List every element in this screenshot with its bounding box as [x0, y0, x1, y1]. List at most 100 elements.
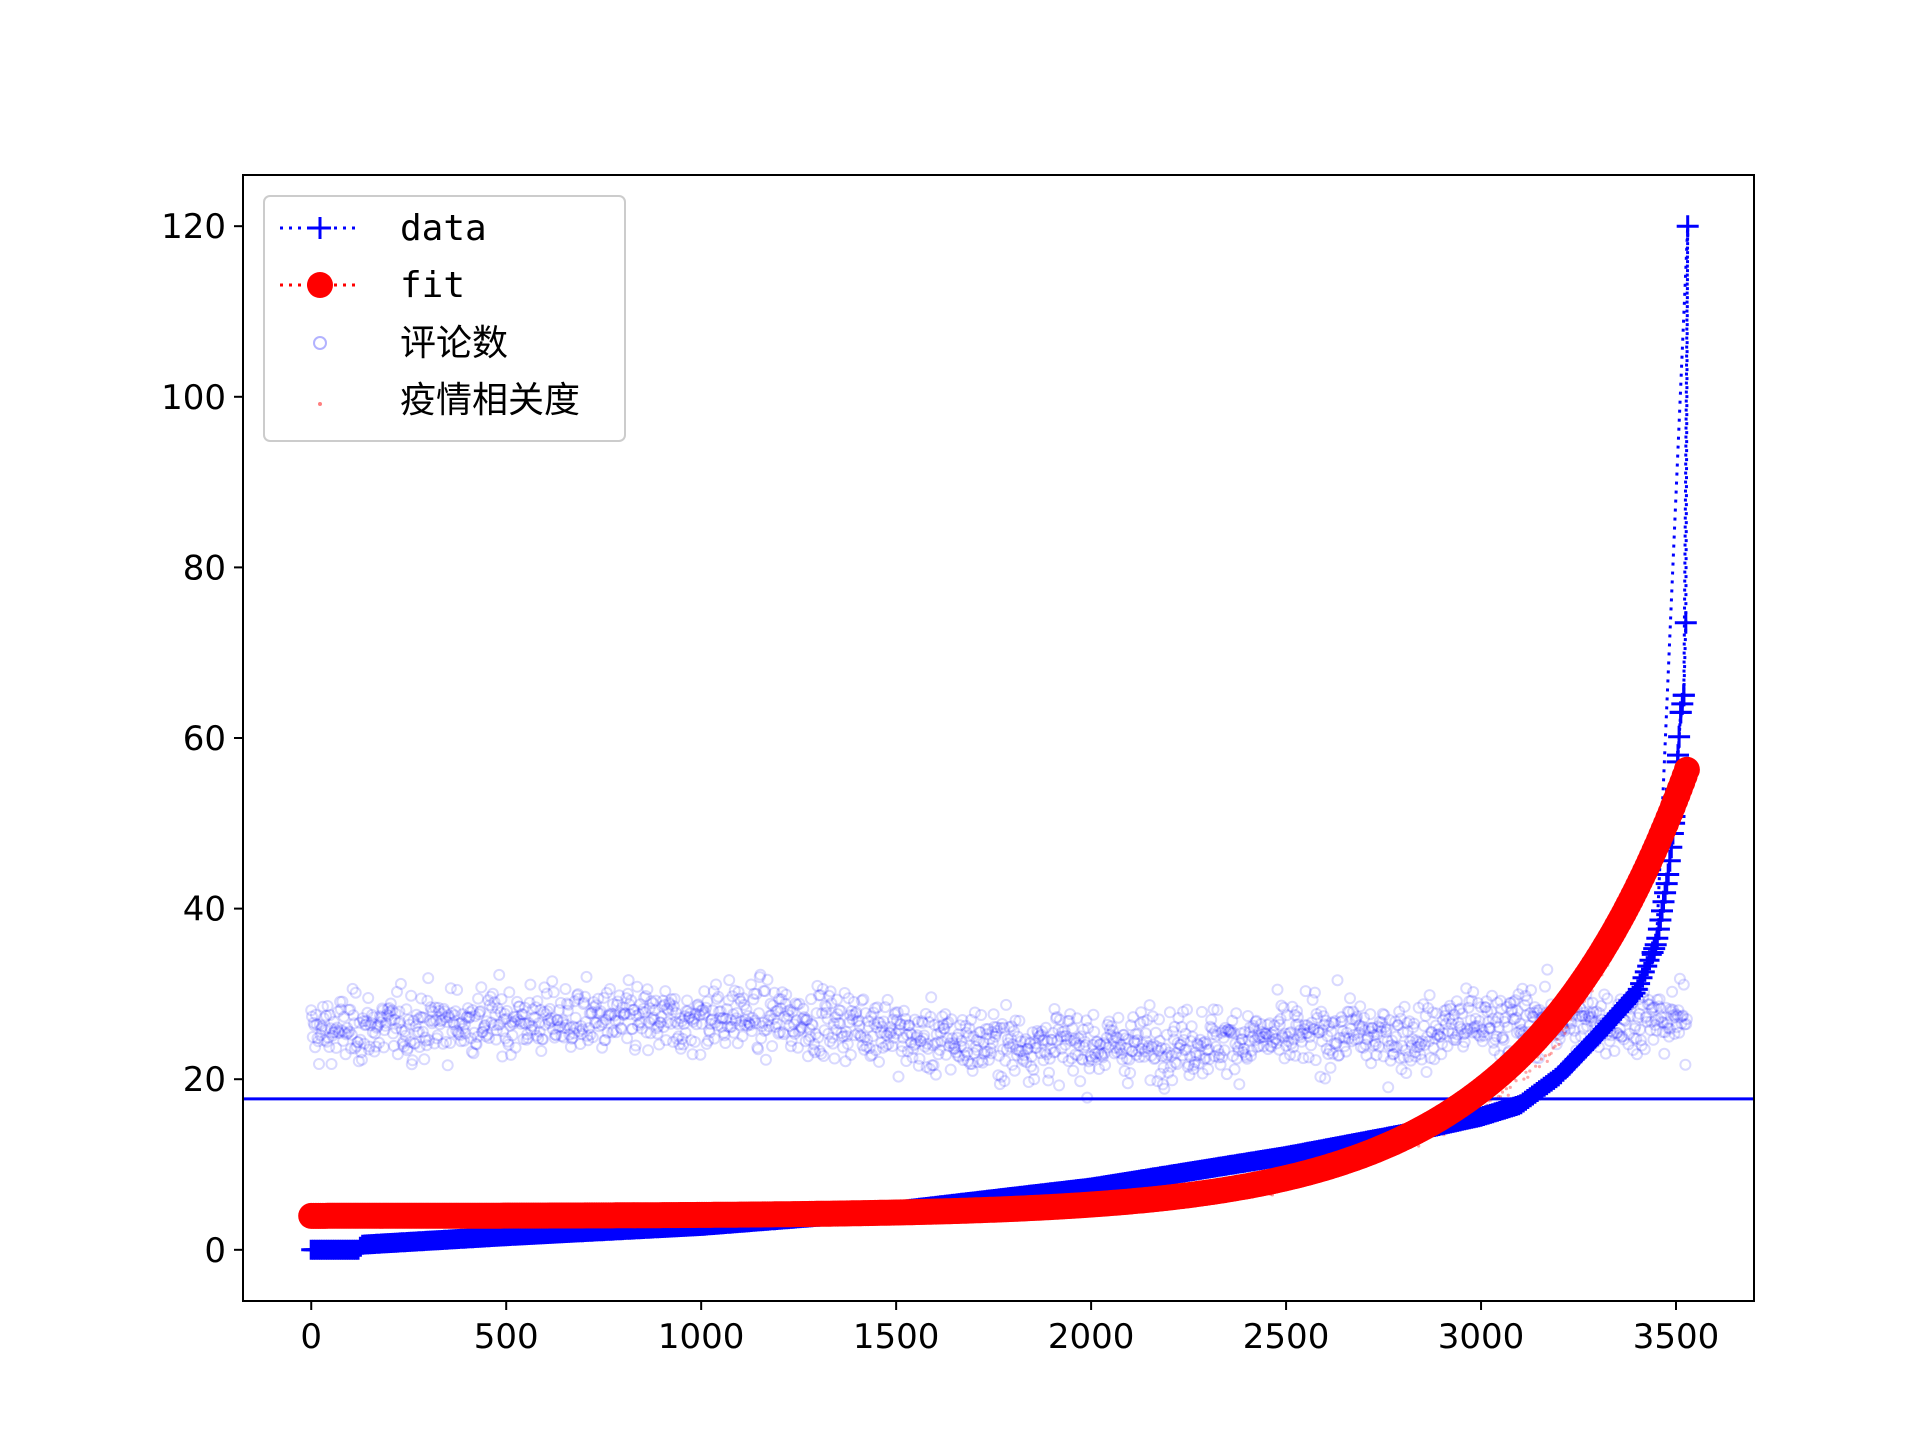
comments-point — [412, 1025, 425, 1038]
comments-point — [1475, 1023, 1488, 1036]
comments-point — [1433, 1030, 1446, 1043]
comments-point — [684, 1007, 697, 1020]
comments-point — [467, 1047, 480, 1060]
comments-point — [416, 1025, 429, 1038]
comments-point — [801, 1013, 814, 1026]
comments-point — [1297, 1052, 1310, 1065]
comments-point — [345, 1042, 357, 1055]
comments-point — [1098, 1047, 1111, 1060]
relevance-point — [1514, 1079, 1518, 1083]
comments-point — [1528, 1001, 1541, 1014]
comments-point — [423, 1014, 436, 1027]
comments-point — [1332, 1049, 1345, 1062]
comments-point — [628, 1043, 641, 1056]
comments-point — [1268, 1019, 1281, 1032]
comments-point — [1342, 1032, 1355, 1045]
comments-point — [1526, 1010, 1539, 1023]
comments-point — [561, 997, 573, 1010]
comments-point — [1516, 982, 1529, 995]
comments-point — [437, 1037, 449, 1050]
comments-point — [1177, 1005, 1190, 1018]
comments-point — [679, 1026, 692, 1039]
comments-point — [1302, 1051, 1315, 1064]
comments-point — [1196, 1067, 1209, 1080]
comments-point — [1615, 1031, 1628, 1043]
comments-point — [438, 1005, 451, 1018]
comments-point — [892, 1070, 905, 1083]
x-tick-label: 3000 — [1438, 1317, 1525, 1357]
comments-point — [1528, 1006, 1541, 1019]
comments-point — [605, 1007, 618, 1020]
comments-point — [874, 1026, 887, 1039]
comments-point — [1668, 1027, 1681, 1040]
comments-point — [1296, 1027, 1309, 1040]
comments-point — [717, 1011, 729, 1024]
comments-point — [483, 1032, 495, 1044]
comments-point — [1058, 1025, 1071, 1038]
comments-point — [1541, 963, 1554, 976]
comments-point — [971, 1044, 984, 1056]
comments-point — [347, 1009, 360, 1022]
comments-point — [401, 1044, 414, 1057]
comments-point — [688, 1012, 701, 1025]
comments-point — [542, 1013, 555, 1026]
comments-point — [1011, 1030, 1024, 1043]
comments-point — [1040, 1048, 1053, 1061]
comments-point — [753, 971, 766, 984]
comments-point — [1089, 1051, 1102, 1064]
comments-point — [982, 1053, 995, 1066]
comments-point — [1474, 1030, 1487, 1043]
comments-point — [471, 1030, 484, 1043]
comments-point — [1340, 1045, 1353, 1058]
comments-point — [1380, 1023, 1393, 1036]
comments-point — [511, 1013, 524, 1026]
comments-point — [480, 1015, 493, 1028]
comments-point — [651, 1027, 664, 1040]
comments-point — [451, 983, 464, 996]
comments-point — [568, 995, 581, 1008]
comments-point — [502, 1038, 515, 1051]
relevance-point — [1557, 1042, 1561, 1047]
comments-point — [1238, 1026, 1251, 1038]
comments-point — [339, 1048, 352, 1061]
comments-point — [762, 1014, 775, 1027]
comments-point — [1028, 1073, 1041, 1086]
comments-point — [967, 1030, 980, 1043]
comments-point — [887, 1031, 900, 1044]
comments-point — [310, 1018, 323, 1031]
comments-point — [1501, 1021, 1514, 1034]
comments-point — [601, 1026, 614, 1039]
comments-point — [1097, 1037, 1110, 1050]
comments-point — [1291, 1011, 1304, 1024]
comments-point — [1345, 1035, 1358, 1048]
comments-point — [452, 1028, 465, 1041]
comments-point — [1319, 1072, 1332, 1085]
comments-point — [355, 1046, 368, 1059]
data-marker — [1652, 890, 1675, 913]
comments-point — [597, 991, 610, 1004]
comments-point — [1448, 1008, 1461, 1021]
comments-point — [796, 1012, 809, 1025]
comments-point — [1245, 1044, 1258, 1057]
comments-point — [1287, 1041, 1300, 1054]
comments-point — [409, 1037, 421, 1050]
comments-point — [689, 1007, 702, 1020]
comments-point — [764, 997, 777, 1010]
comments-point — [405, 989, 418, 1002]
comments-point — [758, 1024, 771, 1037]
comments-point — [514, 1015, 527, 1028]
comments-point — [691, 999, 704, 1012]
comments-point — [1627, 1032, 1640, 1045]
comments-point — [455, 1016, 468, 1029]
comments-point — [704, 1018, 717, 1030]
comments-point — [1610, 1026, 1623, 1039]
comments-point — [1631, 1011, 1644, 1024]
comments-point — [350, 1040, 363, 1053]
comments-point — [939, 1008, 952, 1021]
comments-point — [1181, 1060, 1194, 1073]
comments-point — [1391, 1019, 1404, 1032]
comments-point — [1280, 1009, 1293, 1022]
comments-point — [1504, 997, 1517, 1010]
comments-point — [1383, 1014, 1396, 1027]
comments-point — [453, 1017, 466, 1030]
